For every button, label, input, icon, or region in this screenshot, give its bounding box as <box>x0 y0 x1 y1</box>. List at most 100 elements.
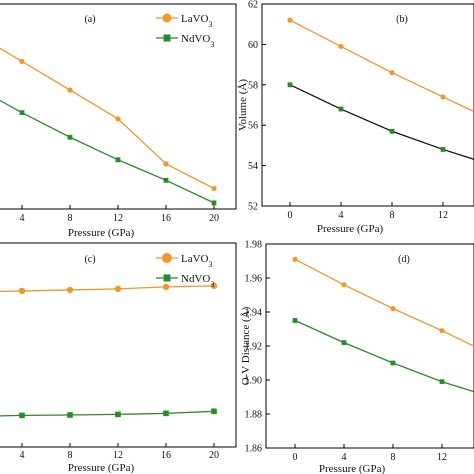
data-point-NdVO3 <box>338 106 344 112</box>
plot-frame <box>0 242 237 448</box>
x-tick-label: 12 <box>113 450 123 461</box>
series-line-NdVO3 <box>289 84 474 160</box>
chart-panel-4: 0 4 8 12 1.86 1.88 1.90 1.92 1.94 1.96 1.98 Pressur… <box>240 240 474 474</box>
legend-label: NdVO3 <box>181 273 214 289</box>
data-point-NdVO3 <box>67 134 73 140</box>
plot-frame <box>0 3 237 210</box>
x-axis-title: Pressure (GPa) <box>68 462 135 474</box>
panel-label: (c) <box>84 254 95 265</box>
plot-area <box>0 282 218 419</box>
data-point-LaVO3 <box>66 286 74 294</box>
series-line-LaVO3 <box>289 19 474 113</box>
data-point-LaVO3 <box>338 43 344 50</box>
y-tick-label: 1.98 <box>245 240 263 251</box>
panel-label: (d) <box>398 254 410 265</box>
data-point-NdVO3 <box>341 340 347 345</box>
data-point-LaVO3 <box>287 17 293 23</box>
y-axis-title: Volume (Å) <box>237 79 249 131</box>
data-point-NdVO3 <box>439 379 445 385</box>
data-point-LaVO3 <box>439 328 445 334</box>
x-axis-title: Pressure (GPa) <box>317 223 384 235</box>
panel-label: (b) <box>396 14 408 25</box>
data-point-LaVO3 <box>162 283 170 291</box>
panel-label: (a) <box>84 14 95 25</box>
data-point-NdVO3 <box>292 318 298 323</box>
legend-label: LaVO3 <box>181 253 213 269</box>
legend-label: LaVO3 <box>181 13 213 29</box>
data-point-LaVO3 <box>211 185 217 192</box>
data-point-LaVO3 <box>210 282 218 290</box>
data-point-LaVO3 <box>341 282 347 288</box>
y-tick-label: 62 <box>248 0 258 11</box>
data-point-NdVO3 <box>163 410 169 417</box>
y-tick-label: 1.92 <box>245 342 263 353</box>
x-tick-label: 0 <box>293 452 298 463</box>
x-tick-label: 20 <box>209 213 219 224</box>
x-tick-label: 8 <box>68 213 73 224</box>
plot-area <box>0 47 217 206</box>
data-point-NdVO3 <box>163 177 169 183</box>
data-point-LaVO3 <box>389 70 395 76</box>
data-point-NdVO3 <box>440 147 446 152</box>
data-point-NdVO3 <box>19 110 25 116</box>
y-tick-label: 60 <box>248 40 258 51</box>
x-tick-label: 16 <box>161 450 171 461</box>
plot-frame <box>261 3 474 207</box>
data-point-NdVO3 <box>389 128 395 134</box>
chart-panel-1: 4 8 12 16 20 Pressure (GPa) (a) LaVO3 NdVO3 <box>0 3 237 239</box>
series-line-NdVO3 <box>294 319 474 393</box>
x-tick-label: 20 <box>209 450 219 461</box>
legend: LaVO3 NdVO3 <box>156 253 214 289</box>
x-tick-label: 12 <box>113 213 123 224</box>
y-tick-label: 1.94 <box>245 308 263 319</box>
data-point-NdVO3 <box>287 82 293 88</box>
data-point-NdVO3 <box>115 411 121 418</box>
x-tick-label: 12 <box>437 452 447 463</box>
x-tick-label: 4 <box>339 210 344 221</box>
data-point-LaVO3 <box>19 58 25 64</box>
y-tick-label: 54 <box>248 161 258 172</box>
data-point-LaVO3 <box>440 94 446 100</box>
data-point-LaVO3 <box>292 256 298 262</box>
x-tick-label: 4 <box>20 213 25 224</box>
data-point-LaVO3 <box>390 306 396 312</box>
series-line-LaVO3 <box>0 47 215 190</box>
legend-marker <box>163 274 171 282</box>
legend: LaVO3 NdVO3 <box>156 13 214 49</box>
x-tick-label: 0 <box>288 210 293 221</box>
y-tick-label: 1.90 <box>245 376 263 387</box>
y-tick-label: 1.88 <box>245 410 263 421</box>
plot-area <box>292 256 474 393</box>
data-point-NdVO3 <box>211 200 217 206</box>
x-tick-label: 4 <box>20 450 25 461</box>
x-tick-label: 8 <box>391 452 396 463</box>
plot-area <box>287 17 474 160</box>
legend-label: NdVO3 <box>181 33 214 49</box>
chart-panel-3: 4 8 12 16 20 Pressure (GPa) (c) LaVO3 NdVO3 <box>0 242 237 474</box>
y-tick-label: 52 <box>248 202 258 213</box>
x-axis-title: Pressure (GPa) <box>319 463 386 474</box>
series-line-NdVO3 <box>0 99 215 204</box>
x-tick-label: 16 <box>161 213 171 224</box>
data-point-NdVO3 <box>115 157 121 163</box>
data-point-LaVO3 <box>114 285 122 293</box>
data-point-NdVO3 <box>19 412 25 419</box>
series-line-LaVO3 <box>294 258 474 347</box>
data-point-LaVO3 <box>18 287 26 295</box>
x-axis-title: Pressure (GPa) <box>68 227 135 239</box>
x-tick-label: 12 <box>438 210 448 221</box>
data-point-LaVO3 <box>115 116 121 122</box>
data-point-LaVO3 <box>163 161 169 167</box>
series-line-NdVO3 <box>0 410 215 417</box>
data-point-LaVO3 <box>67 87 73 93</box>
x-tick-label: 4 <box>342 452 347 463</box>
series-line-LaVO3 <box>0 285 215 293</box>
data-point-NdVO3 <box>67 412 73 418</box>
legend-marker <box>162 13 172 23</box>
y-tick-label: 58 <box>248 80 258 91</box>
y-tick-label: 56 <box>248 121 258 132</box>
data-point-NdVO3 <box>390 360 396 366</box>
x-tick-label: 8 <box>390 210 395 221</box>
y-axis-title: O-V Distance (Å) <box>240 306 252 385</box>
